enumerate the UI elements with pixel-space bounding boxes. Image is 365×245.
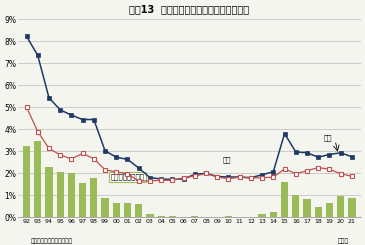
Text: 要求: 要求 bbox=[324, 134, 332, 141]
Bar bbox=[303, 199, 311, 217]
Bar bbox=[180, 217, 187, 219]
Bar bbox=[191, 216, 199, 217]
Bar bbox=[90, 178, 97, 217]
Bar bbox=[158, 216, 165, 217]
Text: （注）要求は連合僕下組合: （注）要求は連合僕下組合 bbox=[31, 238, 73, 244]
Bar bbox=[34, 141, 41, 217]
Bar bbox=[270, 212, 277, 217]
Text: 実績: 実績 bbox=[223, 156, 231, 163]
Bar bbox=[57, 172, 64, 217]
Bar bbox=[292, 196, 299, 217]
Bar bbox=[101, 198, 109, 217]
Title: 図表13  春闘賃上げ率の要求と実績の関係: 図表13 春闘賃上げ率の要求と実績の関係 bbox=[129, 4, 249, 14]
Bar bbox=[315, 207, 322, 217]
Bar bbox=[113, 203, 120, 217]
Text: 差（要求－実績）: 差（要求－実績） bbox=[111, 174, 145, 180]
Bar bbox=[281, 182, 288, 217]
Bar bbox=[258, 214, 266, 217]
Text: （年）: （年） bbox=[337, 238, 349, 244]
Bar bbox=[124, 203, 131, 217]
Bar bbox=[326, 203, 333, 217]
Bar bbox=[146, 214, 154, 217]
Bar bbox=[348, 198, 356, 217]
Bar bbox=[45, 167, 53, 217]
Bar bbox=[68, 173, 75, 217]
Bar bbox=[169, 216, 176, 217]
Bar bbox=[135, 204, 142, 217]
Bar bbox=[337, 196, 344, 217]
Bar bbox=[79, 184, 86, 217]
Bar bbox=[225, 216, 232, 217]
Bar bbox=[23, 147, 30, 217]
